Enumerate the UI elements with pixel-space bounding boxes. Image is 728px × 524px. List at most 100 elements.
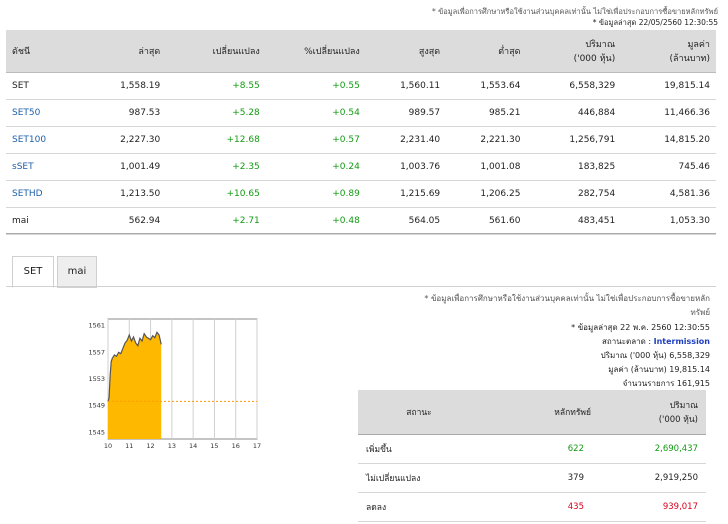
index-cell-pct: +0.89 [265,180,366,208]
col-change: เปลี่ยนแปลง [166,30,266,73]
chart-area-fill [108,332,162,439]
chart-x-tick-label: 11 [125,442,133,450]
index-cell-pct: +0.48 [265,207,366,235]
index-table: ดัชนี ล่าสุด เปลี่ยนแปลง %เปลี่ยนแปลง สู… [6,30,716,235]
col-last: ล่าสุด [85,30,167,73]
tab-set[interactable]: SET [12,256,54,288]
chart-x-tick-label: 12 [146,442,154,450]
intraday-chart: 1561 1557 1553 1549 1545 10 11 12 13 14 15 16 17 [88,318,261,450]
deals-value: 161,915 [676,379,710,388]
col-value: มูลค่า (ล้านบาท) [621,30,716,73]
index-cell-low: 561.60 [446,207,527,235]
value-row: มูลค่า (ล้านบาท) 19,815.14 [608,363,710,376]
volume-label: ปริมาณ ('000 หุ้น) [600,351,667,360]
chart-x-tick-label: 13 [168,442,176,450]
market-status-label: สถานะตลาด : [602,337,652,346]
advance-decline-row: ไม่เปลี่ยนแปลง 379 2,919,250 [358,463,706,493]
index-cell-high: 1,003.76 [365,153,447,181]
advance-decline-count: 622 [480,434,592,464]
col-low: ต่ำสุด [446,30,527,73]
col-stat-volume: ปริมาณ ('000 หุ้น) [592,390,706,435]
index-cell-name[interactable]: SET100 [6,126,86,154]
advance-decline-header: สถานะ หลักทรัพย์ ปริมาณ ('000 หุ้น) [358,390,706,435]
info-disclaimer-cont: ทรัพย์ [690,308,710,317]
index-cell-low: 2,221.30 [446,126,527,154]
col-securities: หลักทรัพย์ [480,390,592,435]
market-status-value: Intermission [653,337,710,346]
info-disclaimer: * ข้อมูลเพื่อการศึกษาหรือใช้งานส่วนบุคคล… [424,294,710,303]
index-cell-high: 1,560.11 [365,72,447,100]
index-cell-volume: 6,558,329 [526,72,622,100]
chart-price-line [107,331,162,402]
index-cell-high: 1,215.69 [365,180,447,208]
index-cell-value: 11,466.36 [621,99,716,127]
chart-x-tick-label: 10 [104,442,112,450]
market-status-row: สถานะตลาด : Intermission [602,335,710,348]
index-cell-name[interactable]: SET50 [6,99,86,127]
index-row-set100: SET100 2,227.30 +12.68 +0.57 2,231.40 2,221.3… [6,126,716,154]
index-cell-last: 1,213.50 [85,180,167,208]
index-cell-volume: 446,884 [526,99,622,127]
advance-decline-count: 379 [480,463,592,493]
chart-x-tick-label: 15 [210,442,218,450]
chart-y-tick-label: 1561 [88,322,105,330]
col-high: สูงสุด [365,30,447,73]
index-row-set50: SET50 987.53 +5.28 +0.54 989.57 985.21 446,884… [6,99,716,127]
index-cell-low: 985.21 [446,99,527,127]
value-label: มูลค่า (ล้านบาท) [608,365,667,374]
index-cell-name: SET [6,72,86,100]
deals-row: จำนวนรายการ 161,915 [623,377,710,390]
col-status: สถานะ [358,390,480,435]
index-cell-name: mai [6,207,86,235]
index-cell-value: 4,581.36 [621,180,716,208]
advance-decline-row: เพิ่มขึ้น 622 2,690,437 [358,434,706,464]
advance-decline-table: สถานะ หลักทรัพย์ ปริมาณ ('000 หุ้น) เพิ่… [358,390,706,522]
chart-y-tick-label: 1557 [88,348,105,356]
index-cell-high: 564.05 [365,207,447,235]
index-cell-change: +10.65 [166,180,266,208]
top-updated-time: * ข้อมูลล่าสุด 22/05/2560 12:30:55 [592,18,718,27]
index-cell-change: +2.71 [166,207,266,235]
index-cell-pct: +0.24 [265,153,366,181]
index-cell-name[interactable]: sSET [6,153,86,181]
col-stat-volume-label: ปริมาณ [669,401,698,411]
index-cell-value: 745.46 [621,153,716,181]
col-volume-label: ปริมาณ [585,40,616,50]
tab-strip-line [6,286,716,287]
value-value: 19,815.14 [669,365,710,374]
col-value-unit: (ล้านบาท) [669,54,710,64]
chart-y-tick-label: 1549 [88,402,105,410]
table-divider [6,233,716,234]
tab-mai[interactable]: mai [57,256,97,288]
advance-decline-volume: 2,690,437 [592,434,706,464]
index-cell-value: 19,815.14 [621,72,716,100]
index-cell-low: 1,206.25 [446,180,527,208]
chart-x-tick-label: 16 [232,442,240,450]
chart-y-tick-label: 1545 [88,428,105,436]
chart-y-tick-label: 1553 [88,375,105,383]
col-volume-unit: ('000 หุ้น) [573,54,616,64]
index-cell-change: +8.55 [166,72,266,100]
index-cell-last: 562.94 [85,207,167,235]
index-cell-low: 1,553.64 [446,72,527,100]
advance-decline-label: ลดลง [358,492,480,522]
index-cell-high: 989.57 [365,99,447,127]
chart-x-tick-label: 17 [253,442,261,450]
index-cell-pct: +0.54 [265,99,366,127]
index-cell-volume: 483,451 [526,207,622,235]
advance-decline-label: ไม่เปลี่ยนแปลง [358,463,480,493]
index-row-set: SET 1,558.19 +8.55 +0.55 1,560.11 1,553.64 6,5… [6,72,716,100]
index-table-header: ดัชนี ล่าสุด เปลี่ยนแปลง %เปลี่ยนแปลง สู… [6,30,716,73]
index-cell-pct: +0.55 [265,72,366,100]
index-cell-high: 2,231.40 [365,126,447,154]
advance-decline-label: เพิ่มขึ้น [358,434,480,464]
col-index: ดัชนี [6,30,86,73]
index-cell-pct: +0.57 [265,126,366,154]
index-cell-last: 987.53 [85,99,167,127]
advance-decline-count: 435 [480,492,592,522]
index-cell-name[interactable]: SETHD [6,180,86,208]
index-cell-volume: 183,825 [526,153,622,181]
index-cell-last: 2,227.30 [85,126,167,154]
advance-decline-row: ลดลง 435 939,017 [358,492,706,522]
col-value-label: มูลค่า [687,40,710,50]
